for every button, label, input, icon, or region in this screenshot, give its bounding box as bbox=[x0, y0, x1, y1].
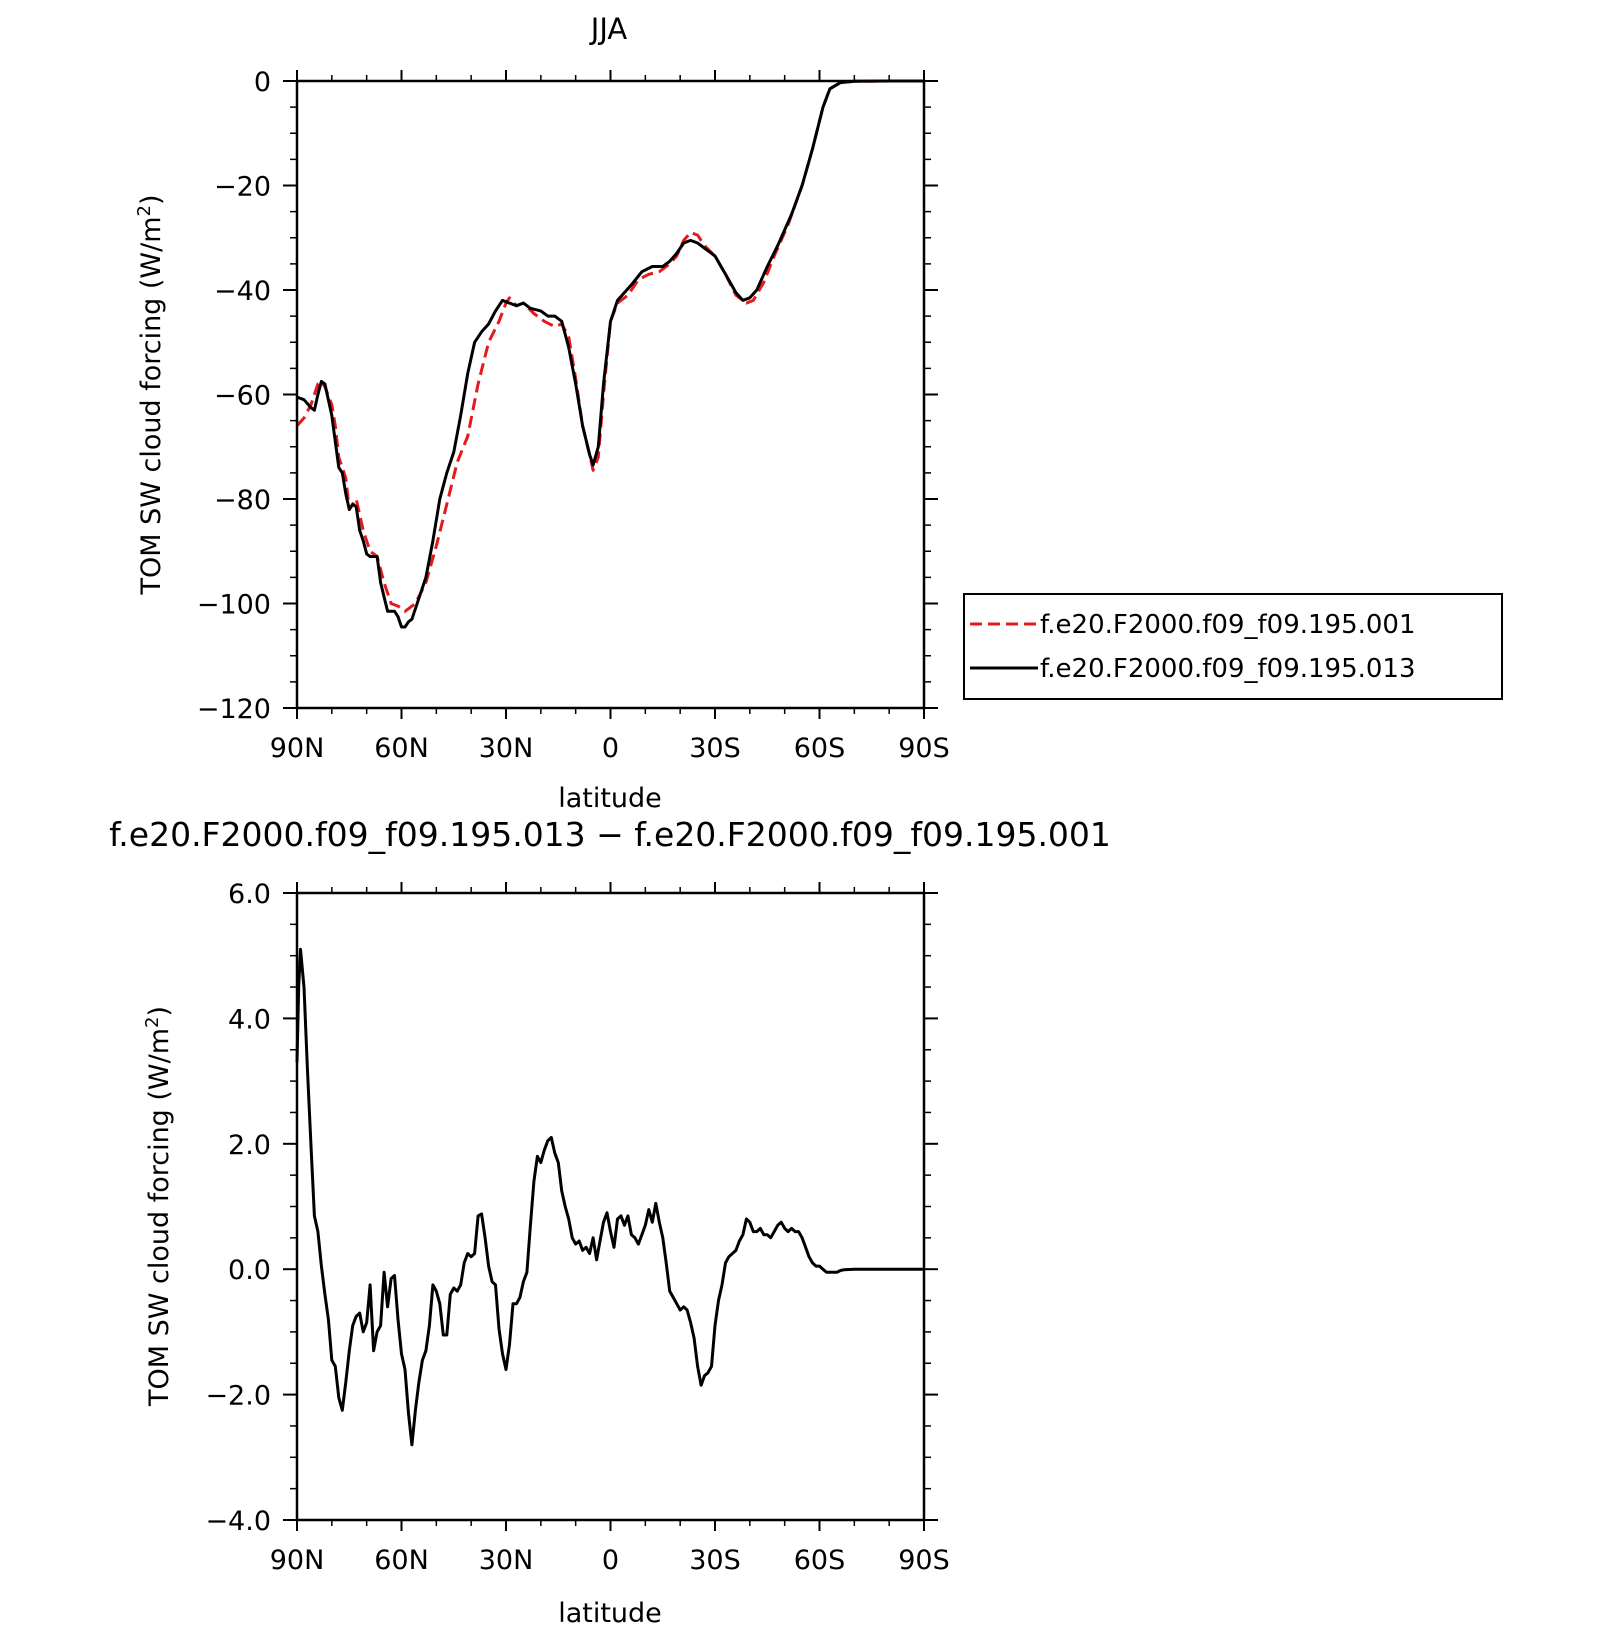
bottom-x-axis-label: latitude bbox=[558, 1598, 662, 1629]
top-plot-title: JJA bbox=[589, 12, 628, 46]
bottom-x-tick-label: 0 bbox=[602, 1545, 619, 1576]
bottom-y-axis-label: TOM SW cloud forcing (W/m2) bbox=[142, 1006, 175, 1407]
bottom-y-tick-label: 6.0 bbox=[228, 879, 271, 910]
bottom-panel: f.e20.F2000.f09_f09.195.013 − f.e20.F200… bbox=[109, 815, 1111, 1629]
top-panel: JJA 90N 60N 30N 0 30S 60S 90S 0 −20 −40 −60 −80 −100… bbox=[134, 12, 1503, 814]
bottom-y-tick-label: 0.0 bbox=[228, 1255, 271, 1286]
legend-label-series-001: f.e20.F2000.f09_f09.195.001 bbox=[1040, 610, 1416, 640]
bottom-series-line-0 bbox=[295, 947, 924, 1447]
bottom-plot-title: f.e20.F2000.f09_f09.195.013 − f.e20.F200… bbox=[109, 815, 1111, 854]
top-y-tick-label: −100 bbox=[197, 590, 271, 621]
bottom-tick-labels: 90N 60N 30N 0 30S 60S 90S 6.0 4.0 2.0 0.0 −2.0 −4.0 bbox=[205, 879, 949, 1576]
bottom-x-tick-label: 30S bbox=[689, 1545, 741, 1576]
top-series-line-1 bbox=[296, 79, 924, 629]
bottom-axis-ticks bbox=[283, 882, 938, 1531]
top-y-tick-label: −20 bbox=[214, 172, 271, 203]
bottom-y-axis-label-close: ) bbox=[144, 1006, 175, 1017]
top-x-tick-label: 60N bbox=[374, 733, 429, 764]
bottom-x-tick-label: 30N bbox=[479, 1545, 534, 1576]
bottom-y-tick-label: −4.0 bbox=[205, 1506, 271, 1537]
top-y-tick-label: 0 bbox=[254, 67, 271, 98]
top-x-tick-label: 90S bbox=[898, 733, 950, 764]
top-plot-frame bbox=[295, 79, 926, 710]
top-y-axis-label: TOM SW cloud forcing (W/m2) bbox=[134, 194, 167, 595]
top-x-tick-label: 30S bbox=[689, 733, 741, 764]
top-series-line-0 bbox=[295, 79, 924, 613]
bottom-x-tick-label: 60S bbox=[794, 1545, 846, 1576]
bottom-y-tick-label: −2.0 bbox=[205, 1381, 271, 1412]
bottom-series-lines bbox=[295, 947, 924, 1447]
legend: f.e20.F2000.f09_f09.195.001 f.e20.F2000.… bbox=[963, 593, 1503, 700]
top-series-lines bbox=[295, 79, 924, 629]
top-x-tick-label: 30N bbox=[479, 733, 534, 764]
bottom-x-tick-label: 90N bbox=[270, 1545, 325, 1576]
top-y-axis-label-text: TOM SW cloud forcing (W/m bbox=[136, 216, 167, 595]
top-y-tick-label: −40 bbox=[214, 276, 271, 307]
top-y-axis-label-superscript: 2 bbox=[134, 205, 155, 216]
bottom-y-tick-label: 4.0 bbox=[228, 1004, 271, 1035]
top-x-tick-label: 0 bbox=[602, 733, 619, 764]
top-y-axis-label-close: ) bbox=[136, 194, 167, 205]
top-x-axis-label: latitude bbox=[558, 783, 662, 814]
bottom-plot-frame bbox=[295, 891, 926, 1522]
bottom-y-axis-label-superscript: 2 bbox=[142, 1017, 163, 1028]
top-axis-ticks bbox=[283, 70, 938, 719]
top-x-tick-label: 60S bbox=[794, 733, 846, 764]
legend-box bbox=[963, 593, 1503, 700]
top-y-tick-label: −80 bbox=[214, 485, 271, 516]
top-x-tick-label: 90N bbox=[270, 733, 325, 764]
top-tick-labels: 90N 60N 30N 0 30S 60S 90S 0 −20 −40 −60 −80 −100 −120 bbox=[197, 67, 950, 764]
top-y-tick-label: −60 bbox=[214, 381, 271, 412]
legend-label-series-013: f.e20.F2000.f09_f09.195.013 bbox=[1040, 654, 1416, 684]
bottom-x-tick-label: 90S bbox=[898, 1545, 950, 1576]
bottom-y-axis-label-text: TOM SW cloud forcing (W/m bbox=[144, 1028, 175, 1407]
bottom-x-tick-label: 60N bbox=[374, 1545, 429, 1576]
top-y-tick-label: −120 bbox=[197, 694, 271, 725]
bottom-y-tick-label: 2.0 bbox=[228, 1130, 271, 1161]
